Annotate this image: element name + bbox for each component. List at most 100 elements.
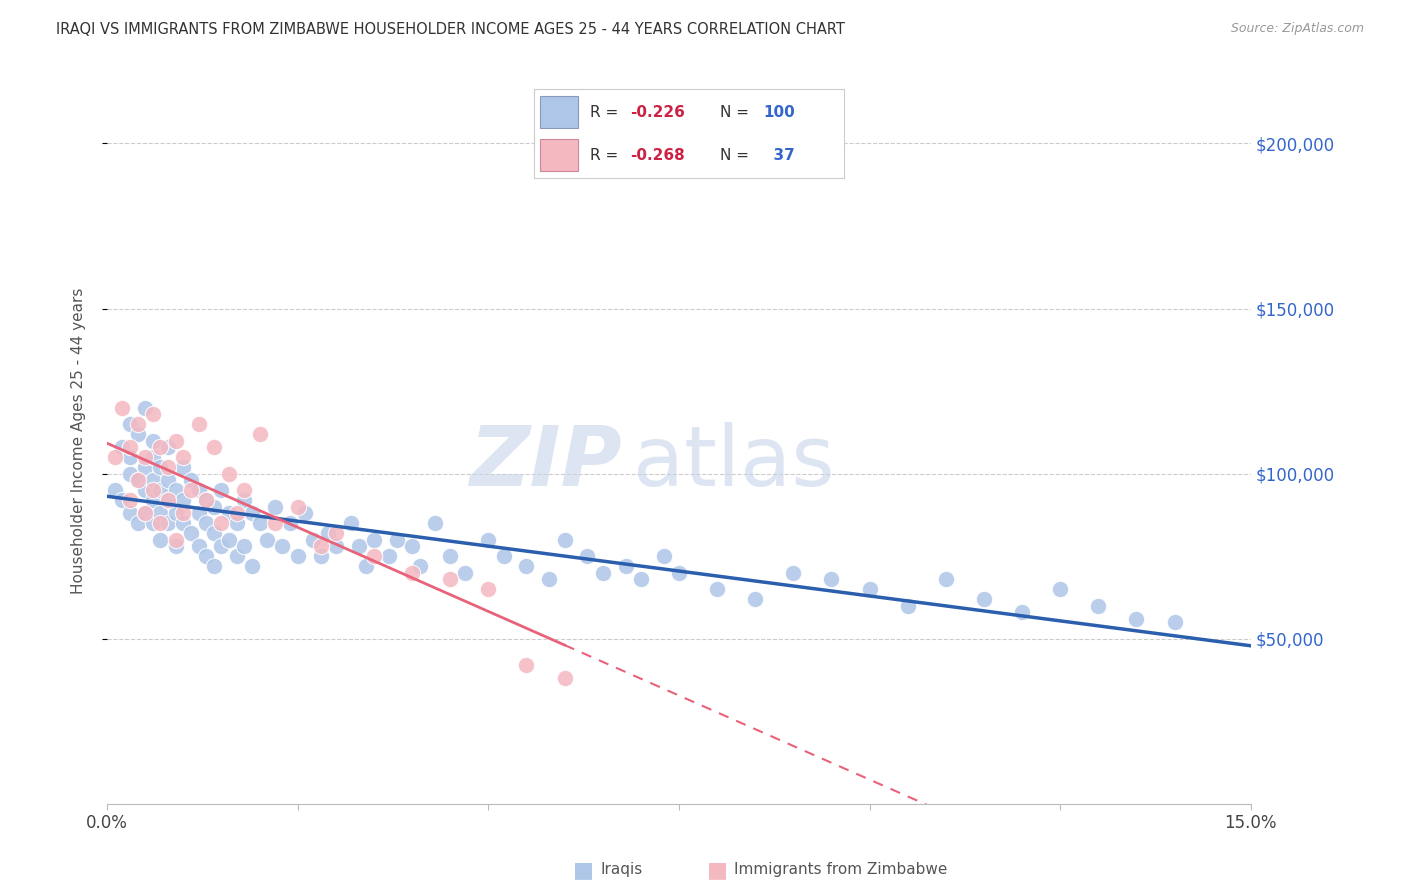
Point [127, 473, 149, 487]
Point [973, 592, 995, 607]
Point [218, 507, 240, 521]
Point [172, 450, 194, 465]
Point [187, 507, 209, 521]
Point [492, 549, 515, 564]
Point [1163, 615, 1185, 630]
Point [142, 450, 165, 465]
Point [401, 540, 423, 554]
Point [897, 599, 920, 613]
Point [209, 516, 232, 531]
Point [195, 493, 218, 508]
Point [142, 483, 165, 498]
Point [157, 440, 180, 454]
FancyBboxPatch shape [540, 139, 578, 171]
Point [165, 434, 187, 448]
Point [157, 516, 180, 531]
Point [576, 549, 599, 564]
Point [149, 516, 172, 531]
Point [309, 540, 332, 554]
Point [127, 516, 149, 531]
Point [233, 540, 256, 554]
Point [225, 516, 247, 531]
Point [180, 483, 202, 498]
Text: ZIP: ZIP [470, 422, 621, 503]
Point [302, 533, 325, 547]
Text: ■: ■ [707, 860, 727, 880]
Point [325, 526, 347, 541]
Point [340, 516, 363, 531]
Point [477, 533, 499, 547]
Point [858, 582, 880, 597]
Point [118, 417, 141, 432]
Point [287, 500, 309, 514]
Point [172, 460, 194, 475]
Text: N =: N = [720, 105, 754, 120]
Point [225, 549, 247, 564]
Point [142, 473, 165, 487]
Point [209, 483, 232, 498]
Point [439, 573, 461, 587]
Point [118, 507, 141, 521]
Y-axis label: Householder Income Ages 25 - 44 years: Householder Income Ages 25 - 44 years [72, 287, 86, 594]
Point [149, 460, 172, 475]
Point [157, 460, 180, 475]
Point [515, 559, 537, 574]
Point [157, 493, 180, 508]
Point [363, 533, 385, 547]
Point [187, 483, 209, 498]
Point [218, 467, 240, 481]
Point [134, 401, 156, 415]
Point [309, 549, 332, 564]
Point [1049, 582, 1071, 597]
Point [149, 440, 172, 454]
Point [408, 559, 430, 574]
Point [1125, 612, 1147, 626]
Point [401, 566, 423, 580]
Point [614, 559, 637, 574]
Point [630, 573, 652, 587]
Text: N =: N = [720, 148, 754, 162]
Point [240, 507, 263, 521]
Point [118, 493, 141, 508]
Point [165, 483, 187, 498]
Text: -0.226: -0.226 [630, 105, 685, 120]
Point [538, 573, 561, 587]
Point [249, 516, 271, 531]
Point [287, 549, 309, 564]
Point [263, 500, 285, 514]
Point [316, 526, 339, 541]
Point [127, 417, 149, 432]
Point [104, 450, 127, 465]
Point [592, 566, 614, 580]
Point [127, 473, 149, 487]
Text: ■: ■ [574, 860, 593, 880]
Point [149, 507, 172, 521]
Point [142, 407, 165, 421]
Point [356, 559, 378, 574]
Point [180, 473, 202, 487]
Point [706, 582, 728, 597]
Text: IRAQI VS IMMIGRANTS FROM ZIMBABWE HOUSEHOLDER INCOME AGES 25 - 44 YEARS CORRELAT: IRAQI VS IMMIGRANTS FROM ZIMBABWE HOUSEH… [56, 22, 845, 37]
Text: -0.268: -0.268 [630, 148, 685, 162]
Point [202, 440, 225, 454]
Point [104, 483, 127, 498]
Point [134, 483, 156, 498]
Point [111, 401, 134, 415]
Point [233, 493, 256, 508]
Point [142, 516, 165, 531]
Point [134, 460, 156, 475]
Point [820, 573, 842, 587]
Point [347, 540, 370, 554]
Point [477, 582, 499, 597]
Point [515, 658, 537, 673]
Point [325, 540, 347, 554]
Point [142, 493, 165, 508]
Point [249, 427, 271, 442]
Point [195, 516, 218, 531]
Point [157, 493, 180, 508]
Point [1087, 599, 1109, 613]
Point [111, 493, 134, 508]
Point [195, 493, 218, 508]
Point [118, 467, 141, 481]
Point [256, 533, 278, 547]
